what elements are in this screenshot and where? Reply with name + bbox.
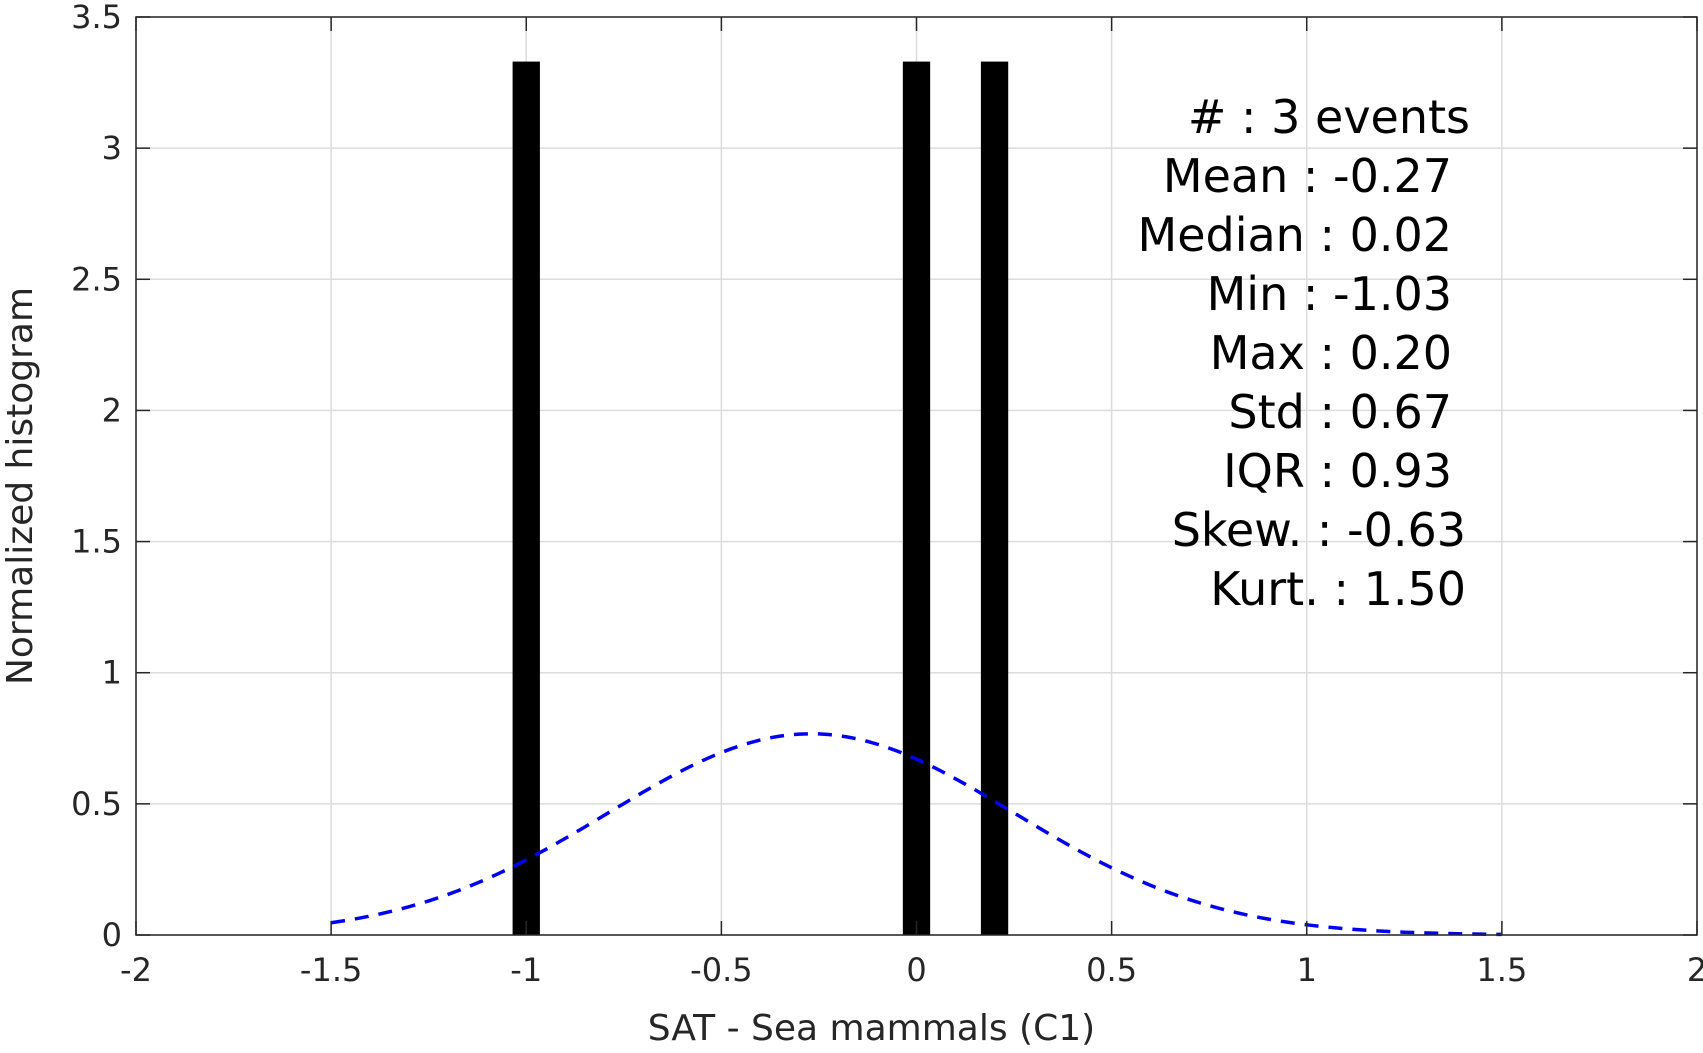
y-tick-label: 3 bbox=[102, 129, 122, 167]
y-tick-label: 2 bbox=[102, 391, 122, 429]
x-tick-label: 1.5 bbox=[1476, 951, 1527, 989]
y-tick-label: 1.5 bbox=[71, 523, 122, 561]
stat-min: Min : -1.03 bbox=[1207, 267, 1452, 321]
y-axis-label: Normalized histogram bbox=[0, 287, 41, 685]
x-tick-label: -1.5 bbox=[300, 951, 362, 989]
y-tick-labels: 0 0.5 1 1.5 2 2.5 3 3.5 bbox=[71, 0, 122, 954]
stat-mean: Mean : -0.27 bbox=[1163, 149, 1452, 203]
x-tick-labels: -2 -1.5 -1 -0.5 0 0.5 1 1.5 2 bbox=[120, 951, 1703, 989]
histogram-bar-0 bbox=[512, 61, 540, 936]
axis-ticks bbox=[135, 16, 1698, 936]
stat-median: Median : 0.02 bbox=[1138, 208, 1452, 262]
stat-max: Max : 0.20 bbox=[1210, 326, 1452, 380]
y-tick-label: 0.5 bbox=[71, 785, 122, 823]
stat-kurt: Kurt. : 1.50 bbox=[1210, 562, 1466, 616]
histogram-bar-2 bbox=[980, 61, 1009, 936]
y-tick-label: 3.5 bbox=[71, 0, 122, 36]
y-tick-label: 0 bbox=[102, 916, 122, 954]
x-tick-label: 0.5 bbox=[1086, 951, 1137, 989]
x-tick-label: 2 bbox=[1687, 951, 1703, 989]
stat-iqr: IQR : 0.93 bbox=[1223, 444, 1452, 498]
histogram-bar-1 bbox=[902, 61, 931, 936]
x-tick-label: -0.5 bbox=[690, 951, 752, 989]
x-tick-label: 1 bbox=[1297, 951, 1317, 989]
x-tick-label: -1 bbox=[510, 951, 542, 989]
statistics-annotation: # : 3 events Mean : -0.27 Median : 0.02 … bbox=[1138, 90, 1470, 616]
stat-count: # : 3 events bbox=[1188, 90, 1470, 144]
y-tick-label: 1 bbox=[102, 654, 122, 692]
x-tick-label: 0 bbox=[906, 951, 926, 989]
stat-skew: Skew. : -0.63 bbox=[1172, 503, 1466, 557]
histogram-bars bbox=[512, 61, 1009, 936]
stat-std: Std : 0.67 bbox=[1228, 385, 1452, 439]
y-tick-label: 2.5 bbox=[71, 260, 122, 298]
x-tick-label: -2 bbox=[120, 951, 152, 989]
x-axis-label: SAT - Sea mammals (C1) bbox=[648, 1008, 1095, 1049]
